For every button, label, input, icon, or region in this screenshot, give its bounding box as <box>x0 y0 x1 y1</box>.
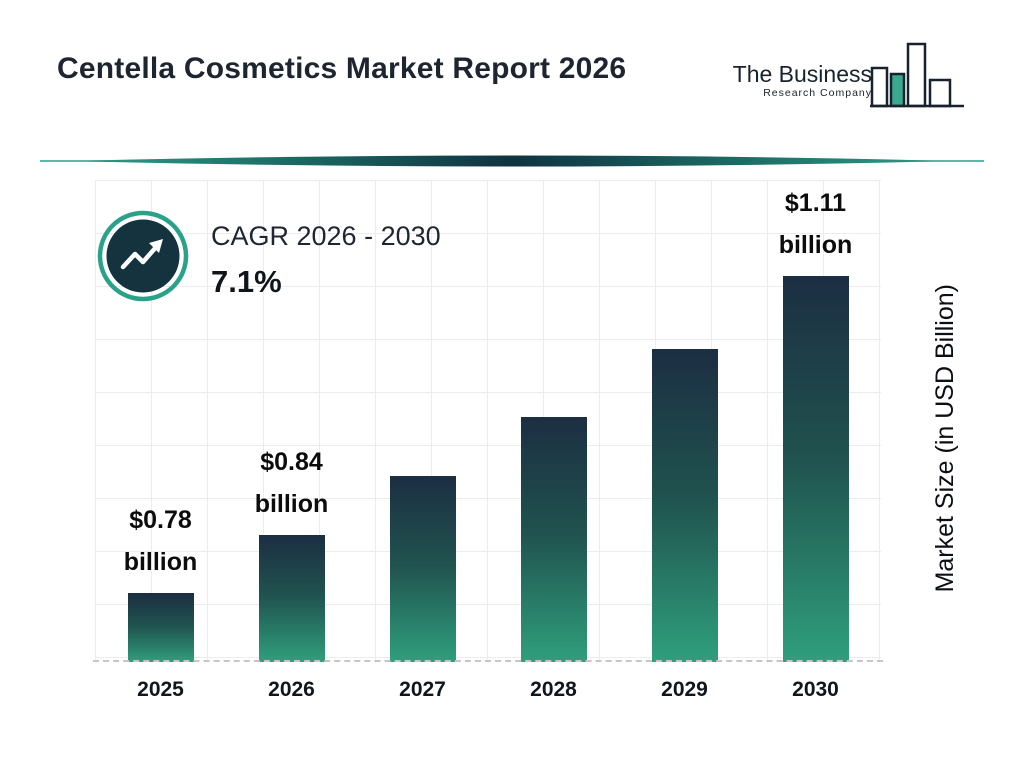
logo: The Business Research Company <box>733 40 968 118</box>
x-tick-2027: 2027 <box>399 678 446 701</box>
x-axis: 2025 2026 2027 2028 2029 2030 <box>95 678 881 702</box>
logo-name: The Business <box>732 61 872 87</box>
cagr-value: 7.1% <box>211 264 282 299</box>
x-tick-2030: 2030 <box>792 678 839 701</box>
logo-subtitle: Research Company <box>763 87 872 100</box>
page-title: Centella Cosmetics Market Report 2026 <box>57 52 627 85</box>
bar-value-unit: billion <box>254 490 329 518</box>
bar-slot <box>619 182 750 662</box>
trend-up-icon <box>97 210 189 302</box>
bar-value-amount: $0.84 <box>260 448 323 476</box>
bar-2029 <box>651 349 718 662</box>
x-tick-2025: 2025 <box>137 678 184 701</box>
bar-value-unit: billion <box>123 548 198 576</box>
bar-2030 <box>782 276 849 662</box>
bar-slot <box>488 182 619 662</box>
x-axis-baseline <box>93 660 883 662</box>
logo-text: The Business Research Company <box>733 62 872 99</box>
divider <box>40 155 984 167</box>
bar-slot <box>357 182 488 662</box>
x-tick-2029: 2029 <box>661 678 708 701</box>
bar-area: $0.78 billion $0.84 billion $1.11 billion <box>95 182 881 662</box>
bar-value-amount: $1.11 <box>784 189 847 217</box>
bar-2025 <box>127 593 194 662</box>
bar-value-label: $0.78 billion <box>124 499 198 583</box>
bar-slot: $0.84 billion <box>226 182 357 662</box>
bar-chart-icon <box>870 42 964 108</box>
plot-grid <box>95 180 881 662</box>
y-axis-label: Market Size (in USD Billion) <box>931 284 959 593</box>
bar-slot: $0.78 billion <box>95 182 226 662</box>
x-tick-2026: 2026 <box>268 678 315 701</box>
cagr-label: CAGR 2026 - 2030 <box>211 221 441 251</box>
bar-2027 <box>389 476 456 662</box>
bar-slot: $1.11 billion <box>750 182 881 662</box>
bar-2028 <box>520 417 587 662</box>
bar-2026 <box>258 535 325 662</box>
bar-value-unit: billion <box>778 231 853 259</box>
x-tick-2028: 2028 <box>530 678 577 701</box>
bar-value-label: $0.84 billion <box>255 441 329 525</box>
bar-value-label: $1.11 billion <box>779 182 853 266</box>
bar-value-amount: $0.78 <box>129 506 192 534</box>
